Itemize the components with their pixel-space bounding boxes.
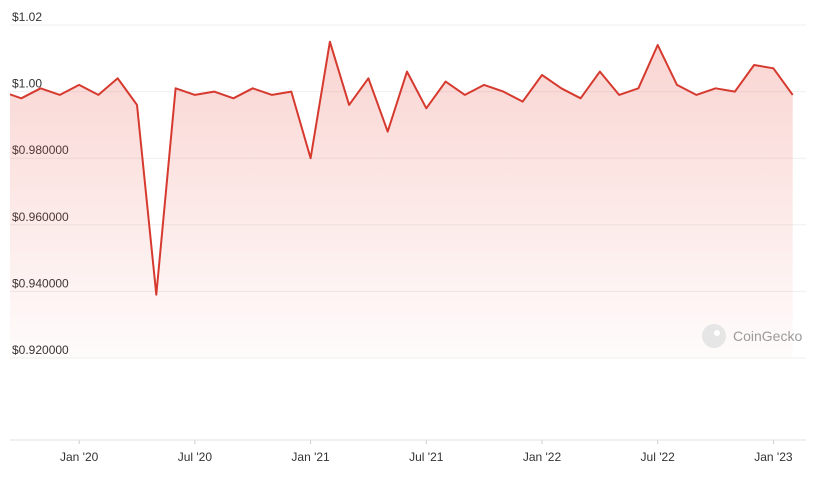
x-tick-label: Jan '20 [60,450,99,464]
plot [10,40,794,358]
watermark: CoinGecko [702,324,802,348]
x-tick-label: Jan '22 [523,450,562,464]
x-tick-label: Jan '21 [291,450,330,464]
x-tick-label: Jul '21 [409,450,444,464]
area-fill [10,41,793,358]
y-tick-label: $1.00 [12,77,42,91]
x-tick-label: Jul '20 [178,450,213,464]
y-tick-label: $1.02 [12,10,42,24]
x-tick-label: Jul '22 [641,450,676,464]
x-tick-label: Jan '23 [754,450,793,464]
price-line [10,40,794,296]
watermark-text: CoinGecko [733,328,802,344]
